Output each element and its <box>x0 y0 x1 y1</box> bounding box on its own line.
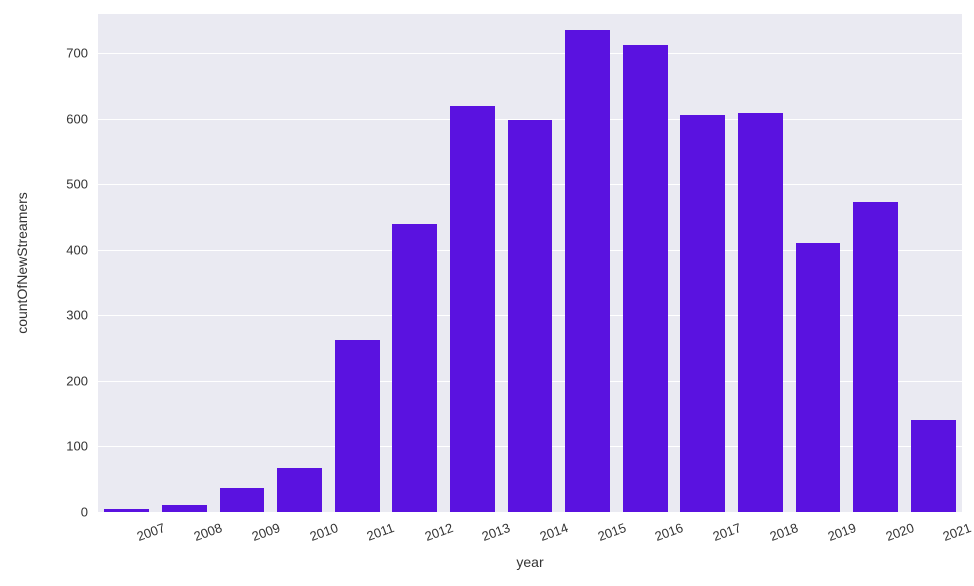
grid-line <box>98 53 962 54</box>
bar <box>623 45 668 512</box>
x-tick-label: 2020 <box>883 520 915 544</box>
y-tick-label: 500 <box>0 177 88 192</box>
bar <box>738 113 783 512</box>
plot-area <box>98 14 962 512</box>
x-tick-label: 2016 <box>653 520 685 544</box>
x-tick-label: 2011 <box>365 520 396 544</box>
bar <box>796 243 841 512</box>
x-tick-label: 2012 <box>423 520 455 544</box>
bar <box>853 202 898 512</box>
x-axis-label: year <box>516 554 543 570</box>
x-tick-label: 2021 <box>941 520 973 544</box>
bar <box>392 224 437 512</box>
x-tick-label: 2010 <box>307 520 339 544</box>
bar <box>277 468 322 512</box>
x-tick-label: 2014 <box>538 520 570 544</box>
bar <box>508 120 553 512</box>
x-tick-label: 2007 <box>135 520 167 544</box>
bar <box>104 509 149 512</box>
x-tick-label: 2018 <box>768 520 800 544</box>
y-tick-label: 0 <box>0 505 88 520</box>
y-tick-label: 200 <box>0 373 88 388</box>
x-tick-label: 2008 <box>192 520 224 544</box>
x-tick-label: 2015 <box>595 520 627 544</box>
bar <box>335 340 380 512</box>
bar <box>680 115 725 512</box>
streamers-bar-chart: 0100200300400500600700 20072008200920102… <box>0 0 974 586</box>
x-tick-label: 2017 <box>711 520 743 544</box>
y-tick-label: 100 <box>0 439 88 454</box>
bar <box>565 30 610 512</box>
y-tick-label: 700 <box>0 46 88 61</box>
y-tick-label: 600 <box>0 111 88 126</box>
x-tick-label: 2013 <box>480 520 512 544</box>
bar <box>162 505 207 512</box>
grid-line <box>98 512 962 513</box>
y-axis-label: countOfNewStreamers <box>14 192 30 334</box>
x-tick-label: 2009 <box>250 520 282 544</box>
bar <box>220 488 265 512</box>
x-tick-label: 2019 <box>826 520 858 544</box>
bar <box>450 106 495 512</box>
bar <box>911 420 956 512</box>
